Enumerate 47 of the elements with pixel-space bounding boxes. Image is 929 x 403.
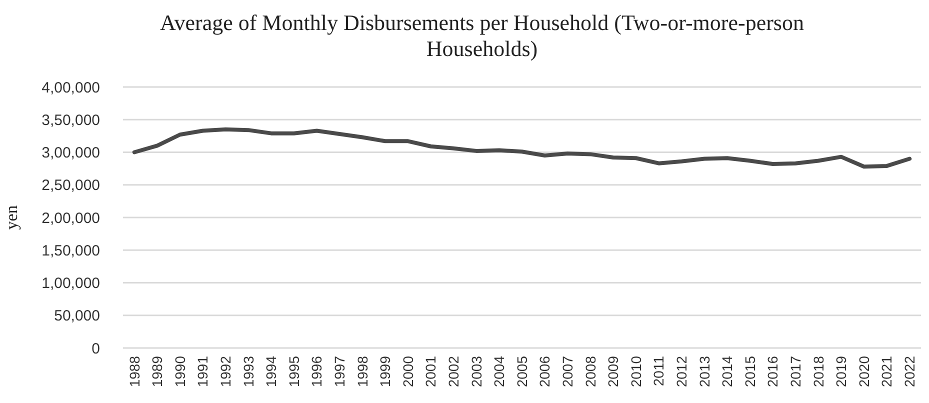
x-tick-label: 2022 — [902, 356, 918, 388]
y-tick-label: 1,50,000 — [42, 242, 100, 260]
x-tick-label: 2016 — [764, 356, 781, 388]
x-tick-label: 2018 — [810, 356, 826, 388]
x-tick-label: 2013 — [696, 356, 712, 388]
x-tick-label: 2017 — [788, 356, 804, 388]
x-tick-label: 1988 — [126, 356, 142, 388]
y-tick-label: 2,00,000 — [42, 210, 100, 227]
y-axis-title: yen — [2, 204, 21, 230]
x-tick-label: 2002 — [446, 356, 462, 388]
x-tick-label: 2000 — [400, 356, 416, 388]
x-tick-label: 1995 — [286, 356, 302, 388]
x-tick-label: 1999 — [377, 356, 394, 388]
x-tick-label: 2020 — [856, 356, 872, 388]
x-tick-label: 1994 — [263, 356, 280, 388]
x-tick-label: 2011 — [650, 356, 667, 386]
x-tick-label: 2001 — [422, 356, 439, 388]
y-tick-label: 3,50,000 — [42, 112, 100, 129]
x-tick-label: 2009 — [605, 356, 622, 388]
x-tick-label: 1990 — [172, 356, 188, 388]
x-tick-label: 2021 — [878, 356, 895, 388]
x-tick-label: 1991 — [194, 356, 211, 388]
x-tick-label: 2008 — [582, 356, 598, 388]
y-tick-label: 1,00,000 — [42, 275, 100, 292]
y-tick-label: 3,00,000 — [42, 144, 100, 162]
x-tick-label: 1997 — [332, 356, 348, 388]
y-tick-label: 50,000 — [54, 308, 100, 325]
x-tick-label: 1993 — [240, 356, 256, 388]
x-tick-label: 2003 — [468, 356, 484, 388]
x-tick-label: 2019 — [833, 356, 850, 388]
x-tick-label: 2005 — [514, 356, 530, 388]
y-tick-label: 4,00,000 — [42, 79, 100, 96]
x-tick-label: 2012 — [674, 356, 690, 388]
x-tick-label: 2014 — [719, 356, 736, 388]
x-tick-label: 1996 — [308, 356, 325, 388]
x-tick-label: 2004 — [491, 356, 508, 388]
x-tick-label: 2010 — [628, 356, 644, 388]
y-tick-label: 0 — [92, 340, 100, 358]
y-tick-label: 2,50,000 — [42, 177, 100, 194]
x-tick-label: 1998 — [354, 356, 370, 388]
x-tick-label: 2006 — [536, 356, 553, 388]
x-tick-label: 2007 — [560, 356, 576, 388]
x-tick-label: 1989 — [149, 356, 166, 388]
chart-title: Average of Monthly Disbursements per Household (Two-or-more-person Households) — [160, 10, 804, 61]
x-tick-label: 1992 — [218, 356, 234, 388]
line-series — [132, 127, 912, 169]
x-tick-label: 2015 — [742, 356, 758, 388]
